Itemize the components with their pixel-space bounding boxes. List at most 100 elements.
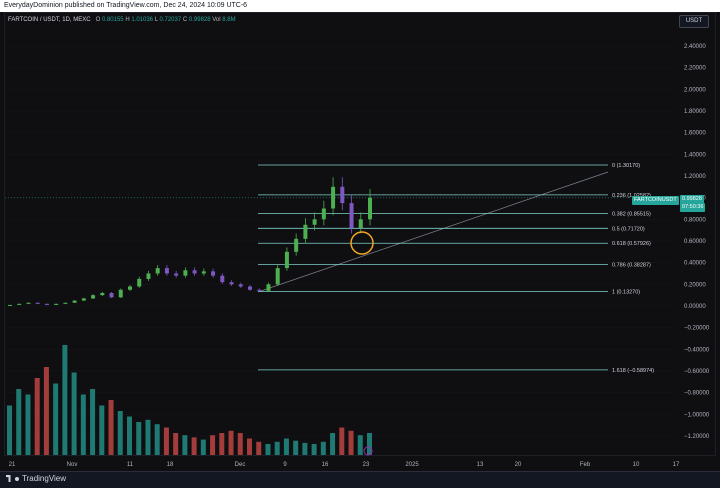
candle-body — [81, 298, 86, 301]
price-chart[interactable]: 2.40000 2.20000 2.00000 1.80000 1.60000 1.400… — [0, 0, 720, 471]
price-axis-tick: 0.20000 — [684, 282, 706, 288]
volume-bar — [62, 345, 68, 455]
candle-body — [183, 270, 188, 276]
volume-bar — [367, 433, 372, 455]
price-axis-tick: 2.40000 — [684, 44, 706, 50]
candle-body — [303, 224, 308, 239]
time-axis-label: 9 — [283, 462, 287, 468]
candle-body — [137, 278, 142, 287]
symbol-legend: FARTCOIN / USDT, 1D, MEXC O 0.80155 H 1.… — [8, 17, 236, 23]
time-axis-label: 20 — [515, 462, 522, 468]
symbol-name[interactable]: FARTCOIN / USDT, 1D, MEXC — [8, 17, 91, 23]
tradingview-dot-icon — [15, 476, 19, 481]
tradingview-brand-text: TradingView — [22, 474, 67, 483]
price-axis-tick: −0.40000 — [684, 347, 710, 353]
candle-body — [100, 293, 105, 296]
candle-body — [128, 286, 132, 290]
volume-bar — [117, 411, 123, 455]
volume-bar — [154, 424, 160, 455]
volume-bar — [237, 433, 243, 455]
volume-bar — [182, 435, 188, 455]
high-label: H — [125, 17, 130, 23]
tradingview-logo[interactable]: TradingView — [6, 474, 66, 483]
fib-level-label: 0.5 (0.71720) — [612, 226, 645, 232]
candle-body — [201, 271, 206, 274]
candle-body — [349, 203, 354, 228]
volume-bar — [191, 437, 197, 455]
volume-bar — [339, 427, 345, 455]
volume-bar — [108, 400, 114, 455]
close-value: 0.99828 — [188, 17, 211, 23]
volume-bar — [127, 416, 132, 455]
current-price-tag: 0.99828 — [680, 195, 704, 204]
fib-level-label: 0.382 (0.85515) — [612, 211, 651, 217]
volume-bar — [99, 405, 105, 455]
candle-body — [368, 197, 372, 220]
price-axis-tick: 0.80000 — [684, 217, 706, 223]
symbol-price-tag: FARTCOINUSDT — [632, 196, 679, 205]
candle-body — [340, 186, 345, 204]
price-axis-tick: −1.20000 — [684, 434, 710, 440]
volume-bar — [283, 438, 289, 455]
volume-bar — [53, 383, 59, 455]
volume-bar — [163, 427, 169, 455]
fib-level-label: 0.786 (0.38287) — [612, 263, 651, 269]
volume-bar — [219, 433, 225, 455]
price-axis-tick: −0.20000 — [684, 326, 710, 332]
chart-frame[interactable] — [4, 12, 716, 456]
candle-body — [26, 302, 31, 304]
volume-bar — [348, 430, 354, 455]
candle-body — [192, 270, 197, 274]
candle-body — [211, 271, 216, 276]
candle-body — [294, 238, 299, 252]
time-axis-label: 13 — [477, 462, 484, 468]
candle-body — [35, 302, 40, 304]
volume-bar — [173, 433, 179, 455]
price-axis-tick: 0.40000 — [684, 261, 706, 267]
fib-level-label: 0.236 (1.02582) — [612, 193, 651, 199]
candle-body — [8, 304, 12, 306]
fib-level-label: 0.618 (0.57926) — [612, 241, 651, 247]
price-axis-tick: −1.00000 — [684, 412, 710, 418]
open-value: 0.80155 — [101, 17, 124, 23]
trend-line[interactable] — [257, 171, 609, 293]
volume-bar — [228, 430, 234, 455]
time-axis-label: Feb — [580, 462, 591, 468]
volume-bar — [136, 422, 142, 455]
low-label: L — [154, 17, 158, 23]
volume-bar — [25, 394, 31, 455]
currency-button[interactable]: USDT — [679, 15, 709, 28]
candle-body — [284, 251, 289, 269]
candle-body — [118, 289, 123, 298]
countdown-tag: 07:50:36 — [680, 203, 706, 212]
candle-body — [238, 284, 243, 287]
volume-bar — [311, 444, 317, 455]
time-axis-label: 16 — [322, 462, 329, 468]
time-axis-label: 21 — [9, 462, 16, 468]
fib-level-label: 1.618 (−0.58974) — [612, 368, 654, 374]
volume-bar — [210, 435, 216, 455]
volume-bar — [7, 405, 12, 455]
time-axis-label: 18 — [167, 462, 174, 468]
open-label: O — [95, 17, 101, 23]
price-axis-tick: 1.20000 — [684, 174, 706, 180]
candle-body — [321, 208, 326, 220]
price-axis-tick: −0.80000 — [684, 391, 710, 397]
price-axis-tick: −0.60000 — [684, 369, 710, 375]
fib-level-label: 1 (0.13270) — [612, 290, 640, 296]
low-value: 0.72037 — [159, 17, 182, 23]
high-value: 1.01036 — [131, 17, 154, 23]
time-axis-label: 23 — [363, 462, 370, 468]
candle-body — [331, 186, 336, 209]
candle-body — [91, 295, 96, 299]
volume-bar — [90, 389, 96, 455]
volume-bar — [274, 441, 280, 455]
volume-bar — [16, 389, 22, 455]
candle-body — [146, 273, 151, 279]
candle-body — [164, 268, 169, 274]
time-axis-label: 11 — [127, 462, 134, 468]
candle-body — [312, 219, 317, 225]
volume-bar — [200, 439, 206, 455]
highlight-circle — [350, 231, 374, 255]
lightning-icon[interactable] — [363, 446, 373, 456]
